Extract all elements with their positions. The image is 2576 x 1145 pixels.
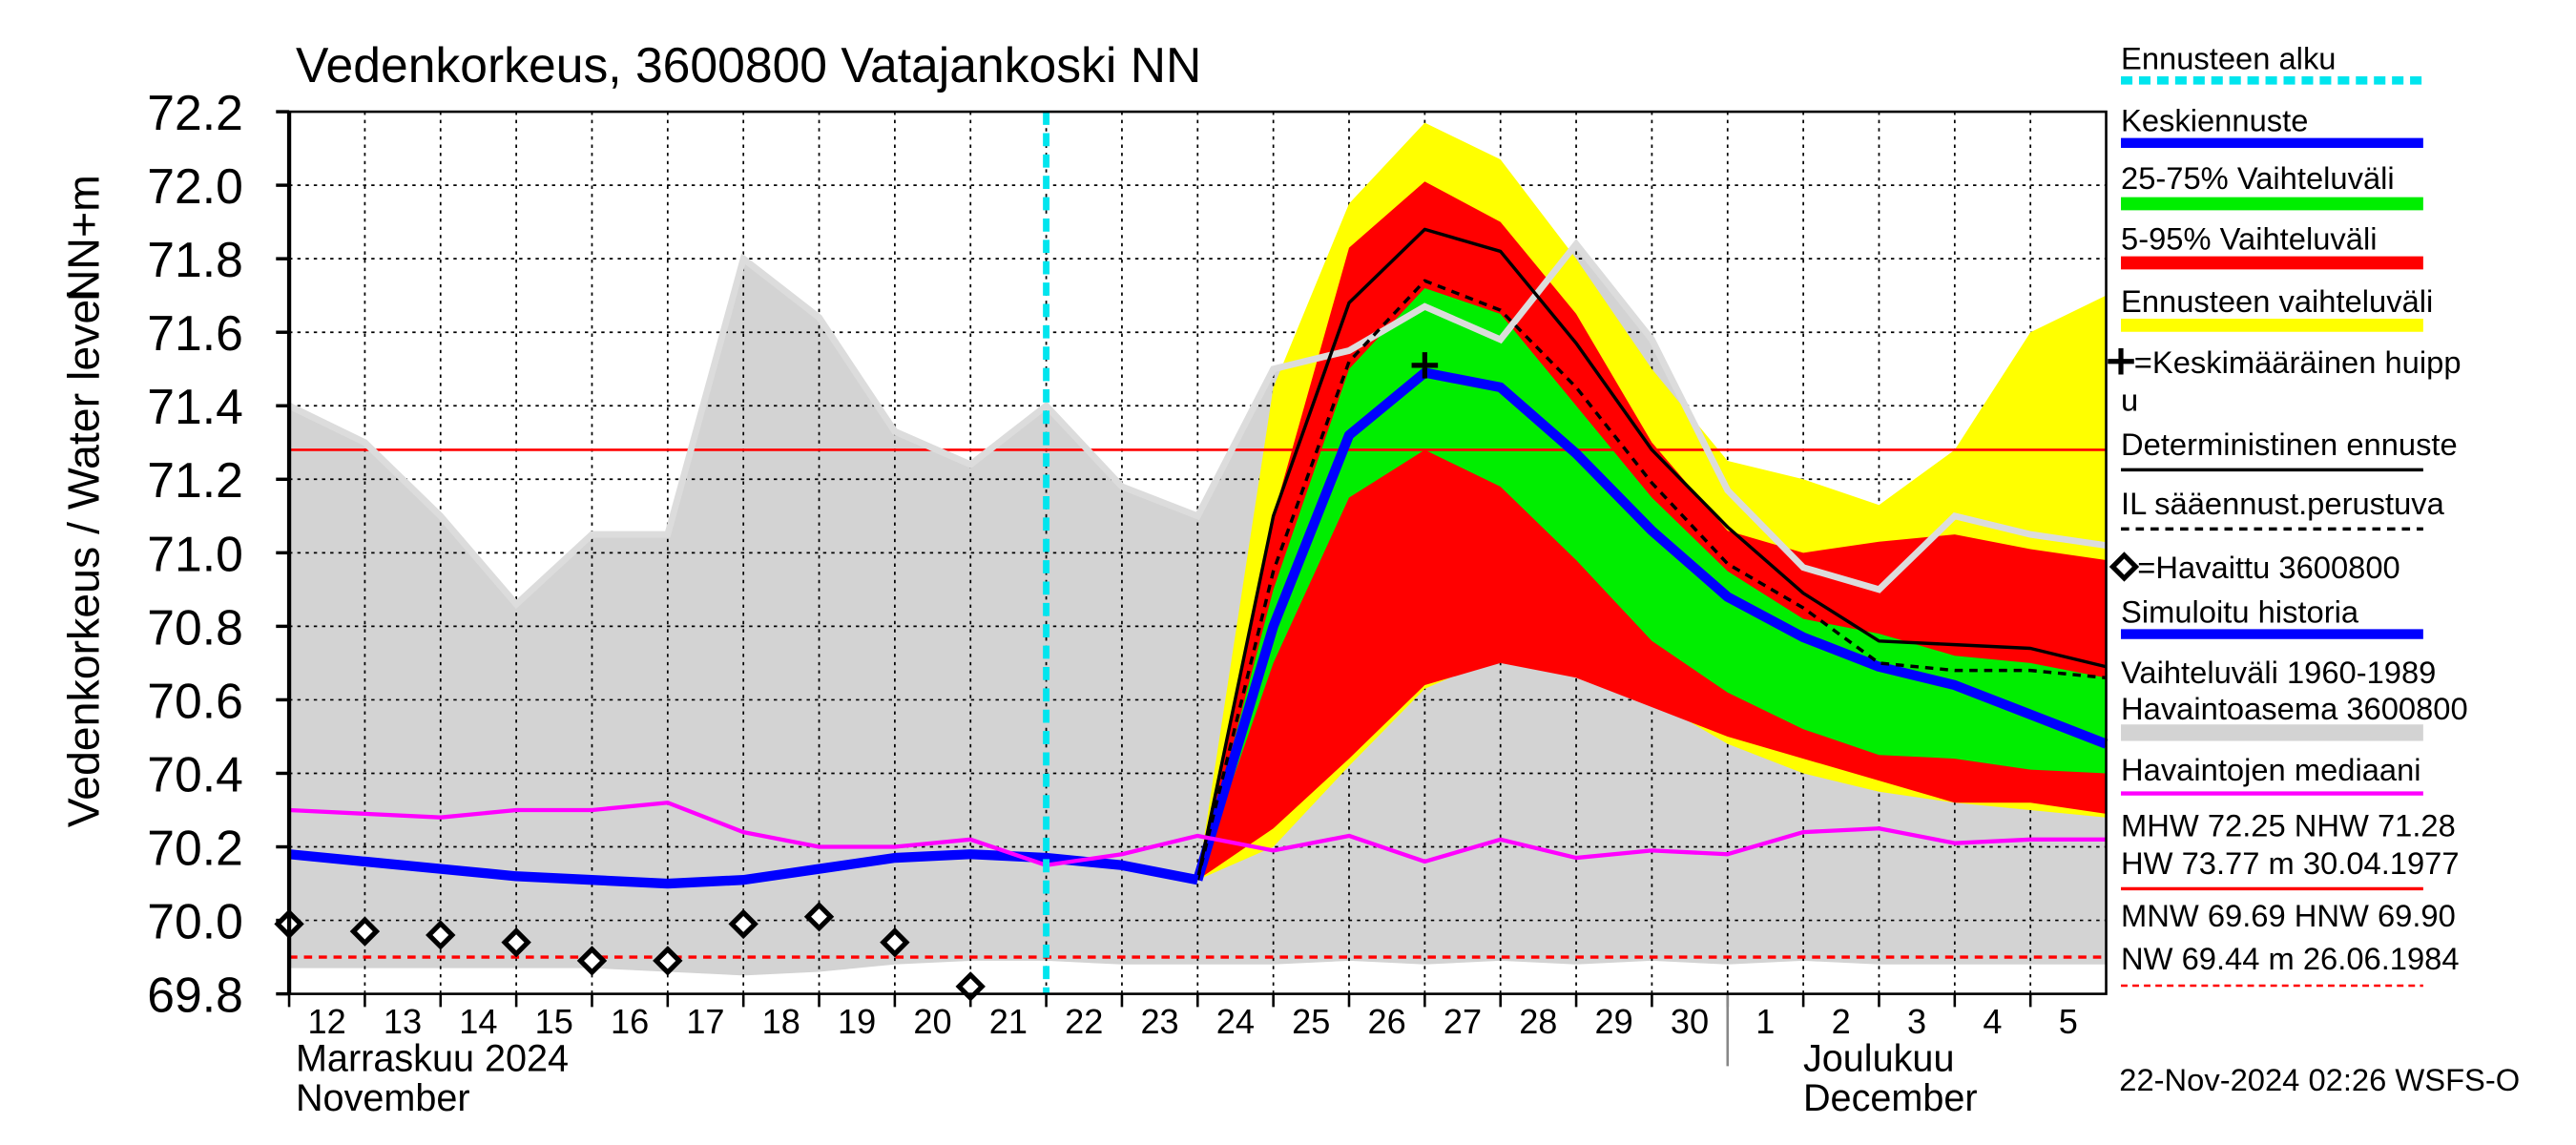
- legend-label: MHW 72.25 NHW 71.28: [2121, 807, 2456, 843]
- observation-marker: [349, 916, 381, 947]
- x-tick-label: 23: [1140, 1002, 1178, 1041]
- legend-key: [2108, 347, 2134, 375]
- legend-label: Deterministinen ennuste: [2121, 427, 2458, 462]
- x-tick-label: 28: [1519, 1002, 1557, 1041]
- legend-label: Havaintojen mediaani: [2121, 752, 2421, 787]
- series-line: [288, 849, 1199, 889]
- y-tick-label: 71.0: [147, 526, 243, 581]
- x-tick-label: 21: [989, 1002, 1028, 1041]
- y-tick-label: 69.8: [147, 968, 243, 1023]
- x-tick-label: 13: [384, 1002, 422, 1041]
- x-tick-label: 5: [2059, 1002, 2078, 1041]
- x-tick-label: 3: [1907, 1002, 1926, 1041]
- band: [1197, 287, 2107, 881]
- y-tick-label: 71.6: [147, 305, 243, 361]
- x-tick-label: 14: [459, 1002, 497, 1041]
- legend-label: =Keskimääräinen huipp: [2134, 344, 2462, 380]
- legend-label: HW 73.77 m 30.04.1977: [2121, 845, 2460, 881]
- observation-marker: [501, 926, 531, 958]
- series-line: [1195, 227, 2107, 881]
- band-edge: [287, 239, 2108, 610]
- x-tick-label: 25: [1292, 1002, 1330, 1041]
- peak-marker: [1411, 352, 1439, 379]
- legend-label: Vaihteluväli 1960-1989: [2121, 655, 2436, 690]
- observation-marker: [576, 946, 608, 976]
- x-tick-label: 26: [1368, 1002, 1406, 1041]
- y-axis-unit: NN+m: [58, 175, 108, 302]
- chart-title: Vedenkorkeus, 3600800 Vatajankoski NN: [296, 37, 1201, 93]
- legend-label: Ennusteen vaihteluväli: [2121, 283, 2433, 319]
- observation-marker: [880, 926, 910, 958]
- month-label: Marraskuu 2024: [296, 1038, 569, 1080]
- series-line: [1195, 279, 2107, 881]
- legend-label: Ennusteen alku: [2121, 40, 2336, 75]
- month-label: Joulukuu: [1803, 1038, 1955, 1080]
- month-label: November: [296, 1077, 470, 1119]
- legend-label: NW 69.44 m 26.06.1984: [2121, 941, 2460, 976]
- footer: 22-Nov-2024 02:26 WSFS-O: [2119, 1062, 2520, 1097]
- x-tick-label: 16: [611, 1002, 649, 1041]
- y-tick-label: 72.2: [147, 85, 243, 140]
- legend-label: 25-75% Vaihteluväli: [2121, 160, 2395, 196]
- observation-marker: [955, 971, 986, 1002]
- legend-label: MNW 69.69 HNW 69.90: [2121, 898, 2456, 933]
- x-tick-label: 15: [535, 1002, 573, 1041]
- x-tick-label: 2: [1832, 1002, 1851, 1041]
- y-tick-label: 71.8: [147, 232, 243, 287]
- observation-marker: [803, 902, 835, 932]
- y-tick-label: 70.4: [147, 746, 243, 802]
- legend-label: Havaintoasema 3600800: [2121, 691, 2468, 726]
- y-tick-label: 70.8: [147, 599, 243, 655]
- x-tick-label: 30: [1671, 1002, 1709, 1041]
- x-tick-label: 27: [1444, 1002, 1482, 1041]
- x-tick-label: 29: [1595, 1002, 1633, 1041]
- x-tick-label: 22: [1065, 1002, 1103, 1041]
- y-tick-label: 70.6: [147, 673, 243, 728]
- x-tick-label: 19: [838, 1002, 876, 1041]
- y-axis-label: Vedenkorkeus / Water level: [58, 289, 108, 827]
- x-tick-label: 12: [308, 1002, 346, 1041]
- legend-key: [2109, 552, 2140, 582]
- observation-marker: [426, 920, 456, 950]
- legend-label: Simuloitu historia: [2121, 594, 2359, 630]
- month-label: December: [1803, 1077, 1978, 1119]
- legend-label: Keskiennuste: [2121, 103, 2308, 138]
- x-tick-label: 17: [686, 1002, 724, 1041]
- series-line: [1193, 367, 2109, 882]
- observation-marker: [728, 908, 758, 940]
- legend-label: IL sääennust.perustuva: [2121, 486, 2445, 521]
- legend-label: u: [2121, 382, 2138, 417]
- x-tick-label: 4: [1983, 1002, 2002, 1041]
- y-tick-label: 71.2: [147, 452, 243, 508]
- legend-label: =Havaittu 3600800: [2137, 550, 2400, 585]
- x-tick-label: 18: [762, 1002, 800, 1041]
- legend-label: 5-95% Vaihteluväli: [2121, 221, 2377, 257]
- x-tick-label: 24: [1216, 1002, 1255, 1041]
- series-line: [288, 801, 2107, 867]
- y-tick-label: 72.0: [147, 158, 243, 214]
- y-tick-label: 70.0: [147, 894, 243, 949]
- y-tick-label: 71.4: [147, 379, 243, 434]
- x-tick-label: 1: [1755, 1002, 1775, 1041]
- x-tick-label: 20: [913, 1002, 951, 1041]
- observation-marker: [653, 946, 683, 976]
- y-tick-label: 70.2: [147, 820, 243, 875]
